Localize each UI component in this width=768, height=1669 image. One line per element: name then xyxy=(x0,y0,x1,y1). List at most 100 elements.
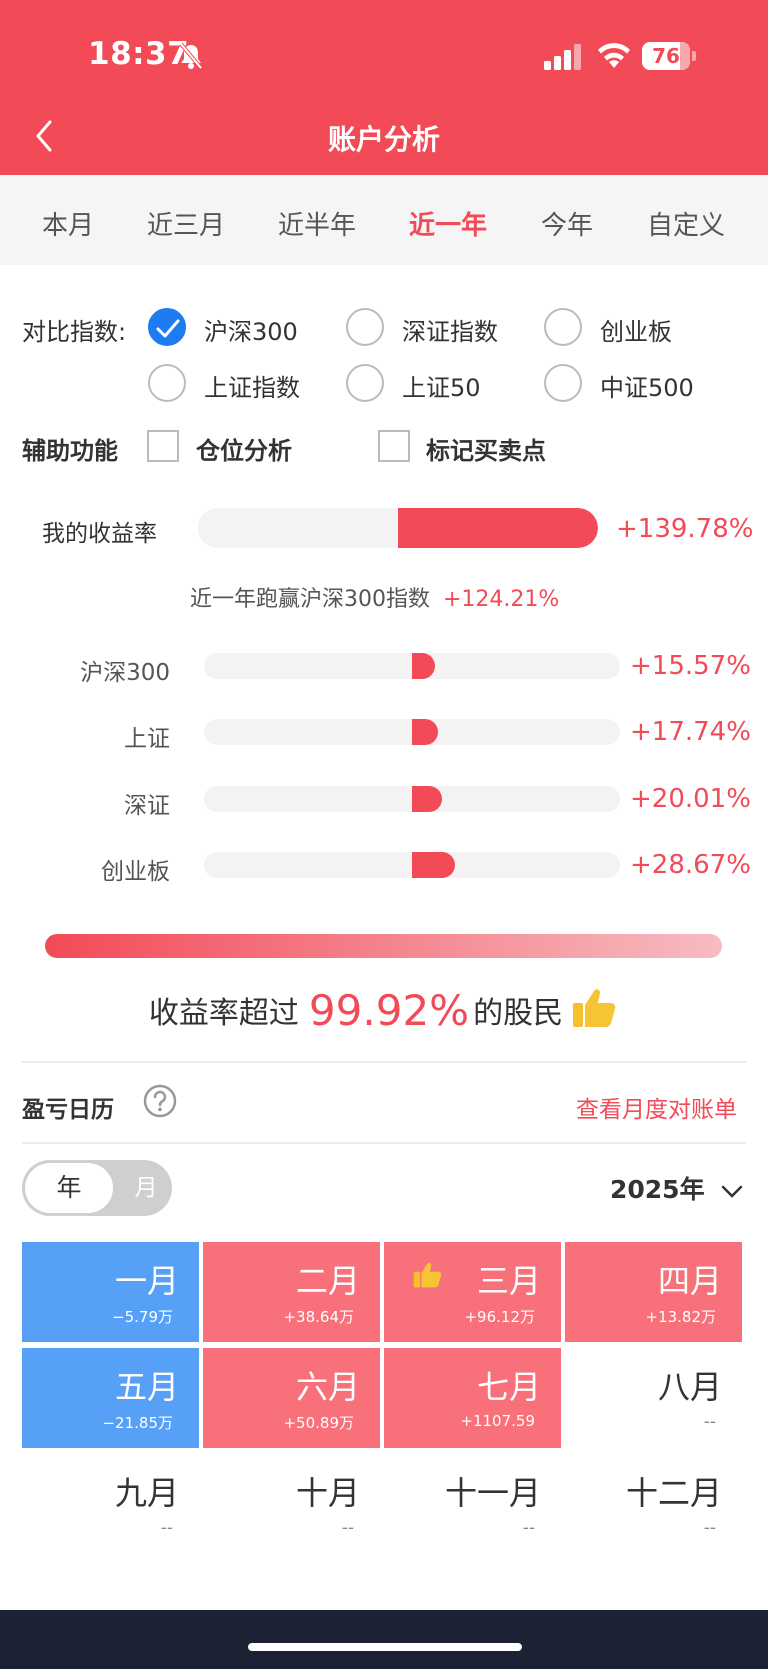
app-header xyxy=(0,0,768,175)
month-cell-may[interactable]: 五月 −21.85万 xyxy=(22,1348,199,1448)
month-value: -- xyxy=(160,1518,173,1538)
month-cell-oct[interactable]: 十月 -- xyxy=(203,1454,380,1554)
tab-half-year[interactable]: 近半年 xyxy=(278,211,357,241)
month-name: 十一月 xyxy=(444,1474,541,1512)
month-cell-nov[interactable]: 十一月 -- xyxy=(384,1454,561,1554)
wifi-icon xyxy=(596,42,632,70)
month-value: +38.64万 xyxy=(283,1308,354,1326)
month-value: +13.82万 xyxy=(645,1308,716,1326)
month-cell-dec[interactable]: 十二月 -- xyxy=(565,1454,742,1554)
option-sz50-label[interactable]: 上证50 xyxy=(402,374,481,402)
month-value: +96.12万 xyxy=(464,1308,535,1326)
beat-value: +124.21% xyxy=(443,587,560,612)
radio-szzs[interactable] xyxy=(346,308,384,346)
rank-suffix: 的股民 xyxy=(473,996,564,1031)
toggle-month[interactable]: 月 xyxy=(134,1175,158,1201)
rank-prefix: 收益率超过 xyxy=(148,996,299,1031)
toggle-year[interactable]: 年 xyxy=(25,1163,113,1213)
index-hs300-bar xyxy=(412,653,435,679)
month-name: 八月 xyxy=(657,1368,722,1406)
month-name: 九月 xyxy=(114,1474,179,1512)
radio-hs300[interactable] xyxy=(148,308,186,346)
rank-value: 99.92% xyxy=(308,985,470,1035)
index-sh-label: 上证 xyxy=(124,726,170,752)
month-name: 三月 xyxy=(476,1262,541,1300)
compare-label: 对比指数: xyxy=(22,318,127,346)
aux-label: 辅助功能 xyxy=(22,437,118,465)
index-sz-bar xyxy=(412,786,442,812)
year-month-toggle[interactable]: 年 月 xyxy=(22,1160,172,1216)
index-hs300-label: 沪深300 xyxy=(80,660,170,686)
index-sh-track xyxy=(204,719,620,745)
month-cell-feb[interactable]: 二月 +38.64万 xyxy=(203,1242,380,1342)
month-value: −21.85万 xyxy=(102,1414,173,1432)
option-cyb-label[interactable]: 创业板 xyxy=(600,318,672,346)
radio-zz500[interactable] xyxy=(544,364,582,402)
calendar-title: 盈亏日历 xyxy=(22,1097,114,1123)
year-select[interactable]: 2025年 xyxy=(610,1170,745,1206)
bell-muted-icon xyxy=(178,42,204,70)
checkbox-position-analysis[interactable] xyxy=(147,430,179,462)
month-value: -- xyxy=(341,1518,354,1538)
month-value: +1107.59 xyxy=(460,1412,535,1430)
tab-this-year[interactable]: 今年 xyxy=(541,211,594,241)
radio-cyb[interactable] xyxy=(544,308,582,346)
chevron-down-icon xyxy=(722,1185,743,1198)
month-value: -- xyxy=(522,1518,535,1538)
month-cell-jan[interactable]: 一月 −5.79万 xyxy=(22,1242,199,1342)
position-analysis-label[interactable]: 仓位分析 xyxy=(196,437,292,465)
help-icon[interactable] xyxy=(143,1084,177,1118)
index-cyb-label: 创业板 xyxy=(101,859,170,885)
active-tab-indicator xyxy=(432,86,466,90)
page-title: 账户分析 xyxy=(327,123,440,156)
year-select-value: 2025年 xyxy=(610,1175,705,1204)
index-sz-label: 深证 xyxy=(124,793,170,819)
rank-gradient-bar xyxy=(45,934,722,958)
best-month-thumbs-up-icon xyxy=(413,1262,442,1288)
month-name: 四月 xyxy=(657,1262,722,1300)
radio-shzs[interactable] xyxy=(148,364,186,402)
month-name: 六月 xyxy=(295,1368,360,1406)
my-return-label: 我的收益率 xyxy=(42,521,157,547)
month-cell-apr[interactable]: 四月 +13.82万 xyxy=(565,1242,742,1342)
month-cell-jul[interactable]: 七月 +1107.59 xyxy=(384,1348,561,1448)
month-value: −5.79万 xyxy=(112,1308,173,1326)
battery-level: 76 xyxy=(652,44,680,68)
month-cell-mar[interactable]: 三月 +96.12万 xyxy=(384,1242,561,1342)
back-icon[interactable] xyxy=(30,116,60,156)
index-hs300-track xyxy=(204,653,620,679)
month-cell-aug[interactable]: 八月 -- xyxy=(565,1348,742,1448)
section-divider-2 xyxy=(22,1142,746,1144)
month-value: -- xyxy=(703,1412,716,1432)
index-sz-value: +20.01% xyxy=(630,784,751,814)
month-cell-jun[interactable]: 六月 +50.89万 xyxy=(203,1348,380,1448)
home-indicator[interactable] xyxy=(248,1643,522,1651)
tab-one-year[interactable]: 近一年 xyxy=(409,211,488,241)
period-tabs: 本月 近三月 近半年 近一年 今年 自定义 xyxy=(0,175,768,265)
monthly-statement-link[interactable]: 查看月度对账单 xyxy=(576,1097,737,1123)
beat-text: 近一年跑赢沪深300指数 +124.21% xyxy=(190,581,559,613)
mark-trades-label[interactable]: 标记买卖点 xyxy=(426,437,546,465)
index-sz-track xyxy=(204,786,620,812)
tab-three-months[interactable]: 近三月 xyxy=(147,211,226,241)
month-name: 七月 xyxy=(476,1368,541,1406)
option-hs300-label[interactable]: 沪深300 xyxy=(204,318,298,346)
option-szzs-label[interactable]: 深证指数 xyxy=(402,318,498,346)
radio-sz50[interactable] xyxy=(346,364,384,402)
month-name: 二月 xyxy=(295,1262,360,1300)
tab-this-month[interactable]: 本月 xyxy=(42,211,95,241)
tab-custom[interactable]: 自定义 xyxy=(647,211,726,241)
month-cell-sep[interactable]: 九月 -- xyxy=(22,1454,199,1554)
status-time: 18:37 xyxy=(88,36,190,72)
check-icon xyxy=(156,319,180,338)
my-return-bar xyxy=(398,508,598,548)
checkbox-mark-trades[interactable] xyxy=(378,430,410,462)
index-sh-value: +17.74% xyxy=(630,717,751,747)
option-zz500-label[interactable]: 中证500 xyxy=(600,374,694,402)
month-name: 十月 xyxy=(295,1474,360,1512)
option-shzs-label[interactable]: 上证指数 xyxy=(204,374,300,402)
beat-label: 近一年跑赢沪深300指数 xyxy=(190,587,430,612)
month-name: 五月 xyxy=(114,1368,179,1406)
index-cyb-track xyxy=(204,852,620,878)
thumbs-up-icon xyxy=(571,985,619,1035)
